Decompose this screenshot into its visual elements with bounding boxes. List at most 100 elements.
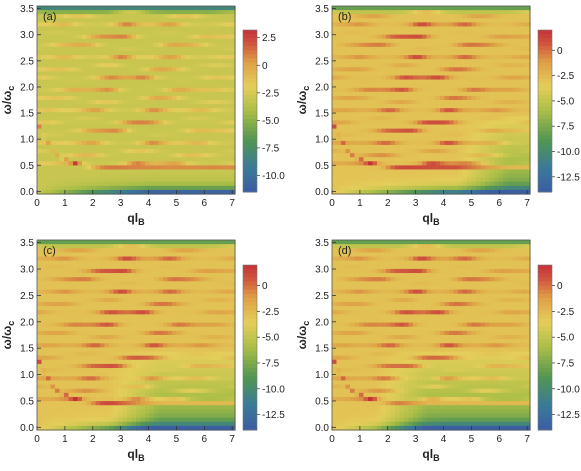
heatmap-cell [431,59,437,64]
heatmap-cell [59,67,65,72]
heatmap-cell [194,165,200,171]
heatmap-cell [77,289,83,295]
heatmap-cell [109,34,115,40]
heatmap-cell [136,10,142,15]
heatmap-cell [82,165,88,171]
heatmap-cell [37,293,43,299]
heatmap-cell [525,30,531,36]
heatmap-cell [449,181,455,187]
heatmap-cell [82,264,88,270]
heatmap-cell [37,14,43,19]
heatmap-cell [422,144,428,150]
heatmap-cell [149,169,155,175]
heatmap-cell [104,384,110,390]
heatmap-cell [521,116,527,122]
heatmap-cell [68,165,74,171]
heatmap-cell [381,71,387,77]
heatmap-cell [426,165,432,171]
heatmap-cell [422,189,428,195]
heatmap-cell [462,169,468,175]
heatmap-cell [145,30,151,36]
heatmap-cell [91,335,97,340]
heatmap-cell [480,34,486,40]
heatmap-cell [525,26,531,32]
colorbar-tick-label: -5.0 [557,96,575,107]
heatmap-cell [167,100,173,105]
heatmap-cell [336,116,342,122]
heatmap-cell [113,67,119,72]
heatmap-cell [95,132,101,138]
heatmap-cell [462,165,468,171]
heatmap-cell [512,153,518,158]
heatmap-cell [122,136,128,142]
heatmap-cell [86,18,92,23]
heatmap-cell [82,42,88,48]
heatmap-cell [230,18,236,23]
heatmap-cell [377,79,383,85]
heatmap-cell [408,169,414,175]
heatmap-cell [59,42,65,48]
heatmap-cell [41,281,47,287]
heatmap-cell [190,149,196,154]
heatmap-cell [462,59,468,64]
heatmap-cell [64,318,70,324]
heatmap-cell [113,63,119,68]
heatmap-cell [431,173,437,179]
heatmap-cell [512,87,518,93]
heatmap-cell [37,165,43,171]
heatmap-cell [50,136,56,142]
heatmap-cell [86,112,92,117]
heatmap-cell [471,136,477,142]
heatmap-cell [363,46,369,52]
heatmap-cell [390,26,396,32]
heatmap-cell [345,18,351,23]
heatmap-cell [221,161,227,166]
heatmap-cell [77,330,83,336]
heatmap-cell [462,120,468,126]
heatmap-cell [462,161,468,166]
heatmap-cell [372,112,378,117]
heatmap-cell [507,42,513,48]
heatmap-cell [181,132,187,138]
heatmap-cell [91,83,97,89]
heatmap-cell [100,71,106,77]
heatmap-cell [91,169,97,175]
heatmap-cell [122,108,128,113]
heatmap-cell [95,301,101,307]
heatmap-cell [172,26,178,32]
heatmap-cell [413,144,419,150]
heatmap-cell [395,177,401,183]
heatmap-cell [64,161,70,166]
heatmap-cell [145,34,151,40]
heatmap-cell [521,67,527,72]
heatmap-cell [480,75,486,81]
heatmap-cell [109,181,115,187]
heatmap-cell [462,100,468,105]
heatmap-cell [435,104,441,109]
heatmap-cell [485,189,491,195]
heatmap-cell [208,79,214,85]
heatmap-cell [185,79,191,85]
heatmap-cell [194,140,200,146]
heatmap-cell [77,59,83,64]
heatmap-cell [471,112,477,117]
heatmap-cell [217,116,223,122]
heatmap-cell [59,75,65,81]
heatmap-cell [82,421,88,427]
colorbar-swatch [243,50,257,55]
heatmap-cell [350,149,356,154]
heatmap-cell [163,75,169,81]
heatmap-cell [350,18,356,23]
heatmap-cell [431,18,437,23]
heatmap-cell [417,55,423,60]
heatmap-cell [368,42,374,48]
heatmap-cell [521,50,527,56]
heatmap-cell [471,59,477,64]
heatmap-cell [440,83,446,89]
heatmap-cell [422,181,428,187]
heatmap-cell [203,42,209,48]
colorbar-swatch [538,38,552,43]
heatmap-cell [50,100,56,105]
heatmap-cell [399,38,405,44]
